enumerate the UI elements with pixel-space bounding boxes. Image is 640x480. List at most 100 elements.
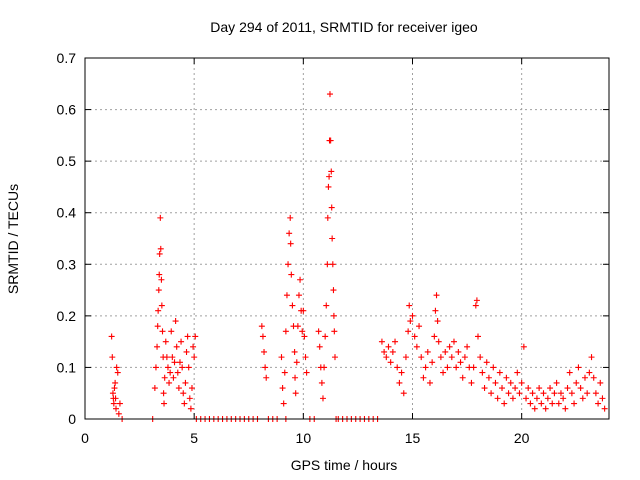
data-point-marker	[322, 333, 329, 340]
data-point-marker	[326, 91, 333, 98]
data-point-marker	[327, 137, 334, 144]
data-point-marker	[328, 168, 335, 175]
data-point-marker	[560, 395, 567, 402]
data-point-marker	[171, 359, 178, 366]
data-point-marker	[457, 359, 464, 366]
data-point-marker	[278, 354, 285, 361]
data-point-marker	[282, 328, 289, 335]
data-point-marker	[154, 323, 161, 330]
data-point-marker	[287, 240, 294, 247]
data-point-marker	[160, 390, 167, 397]
data-point-marker	[166, 379, 173, 386]
data-point-marker	[542, 405, 549, 412]
data-point-marker	[190, 343, 197, 350]
data-point-marker	[329, 261, 336, 268]
data-point-marker	[420, 374, 427, 381]
data-point-marker	[400, 390, 407, 397]
data-point-marker	[286, 230, 293, 237]
data-point-marker	[111, 385, 118, 392]
data-point-marker	[151, 385, 158, 392]
data-point-marker	[319, 395, 326, 402]
data-point-marker	[295, 292, 302, 299]
data-point-marker	[394, 364, 401, 371]
x-tick-label: 0	[81, 430, 89, 446]
data-point-marker	[601, 405, 608, 412]
data-point-marker	[170, 374, 177, 381]
data-point-marker	[300, 307, 307, 314]
data-point-marker	[551, 390, 558, 397]
y-tick-label: 0.6	[57, 102, 77, 118]
data-point-marker	[485, 374, 492, 381]
data-point-marker	[110, 400, 117, 407]
data-point-marker	[182, 379, 189, 386]
data-point-marker	[183, 348, 190, 355]
data-point-marker	[158, 302, 165, 309]
data-point-marker	[297, 276, 304, 283]
data-point-marker	[261, 348, 268, 355]
data-point-marker	[294, 323, 301, 330]
data-point-marker	[331, 354, 338, 361]
data-point-marker	[571, 400, 578, 407]
data-point-marker	[164, 364, 171, 371]
data-point-marker	[549, 400, 556, 407]
data-point-marker	[156, 250, 163, 257]
data-point-marker	[411, 333, 418, 340]
chart-title: Day 294 of 2011, SRMTID for receiver ige…	[210, 19, 478, 35]
data-point-marker	[577, 385, 584, 392]
data-point-marker	[155, 287, 162, 294]
data-point-marker	[326, 173, 333, 180]
y-axis-label: SRMTID / TECUs	[5, 184, 21, 294]
data-point-marker	[321, 364, 328, 371]
data-point-marker	[172, 318, 179, 325]
data-point-marker	[492, 379, 499, 386]
data-point-marker	[446, 343, 453, 350]
data-point-marker	[444, 364, 451, 371]
x-axis-label: GPS time / hours	[291, 457, 398, 473]
data-point-marker	[496, 369, 503, 376]
data-point-marker	[431, 333, 438, 340]
data-point-marker	[455, 348, 462, 355]
data-point-marker	[514, 369, 521, 376]
data-point-marker	[527, 400, 534, 407]
data-point-marker	[437, 354, 444, 361]
data-point-marker	[175, 385, 182, 392]
data-point-marker	[413, 343, 420, 350]
data-point-marker	[566, 369, 573, 376]
data-point-marker	[488, 390, 495, 397]
data-point-marker	[392, 338, 399, 345]
data-point-marker	[553, 379, 560, 386]
data-point-marker	[459, 374, 466, 381]
data-point-marker	[324, 261, 331, 268]
y-tick-label: 0	[68, 411, 76, 427]
data-point-marker	[262, 364, 269, 371]
data-point-marker	[152, 364, 159, 371]
data-point-marker	[389, 348, 396, 355]
data-point-marker	[529, 390, 536, 397]
data-point-marker	[116, 400, 123, 407]
data-point-marker	[258, 323, 265, 330]
data-point-marker	[429, 359, 436, 366]
data-point-marker	[184, 333, 191, 340]
data-point-marker	[287, 214, 294, 221]
data-point-marker	[599, 395, 606, 402]
data-point-marker	[536, 385, 543, 392]
data-point-marker	[328, 204, 335, 211]
data-point-marker	[448, 354, 455, 361]
data-point-marker	[424, 348, 431, 355]
data-point-marker	[169, 354, 176, 361]
y-tick-label: 0.5	[57, 153, 77, 169]
data-point-marker	[525, 385, 532, 392]
data-point-marker	[586, 369, 593, 376]
data-point-marker	[402, 354, 409, 361]
data-point-marker	[108, 333, 115, 340]
data-point-marker	[450, 338, 457, 345]
data-point-marker	[468, 379, 475, 386]
data-point-marker	[518, 379, 525, 386]
data-point-marker	[481, 385, 488, 392]
data-point-marker	[461, 354, 468, 361]
data-point-marker	[490, 364, 497, 371]
data-point-marker	[292, 374, 299, 381]
data-point-marker	[588, 354, 595, 361]
data-point-marker	[453, 364, 460, 371]
